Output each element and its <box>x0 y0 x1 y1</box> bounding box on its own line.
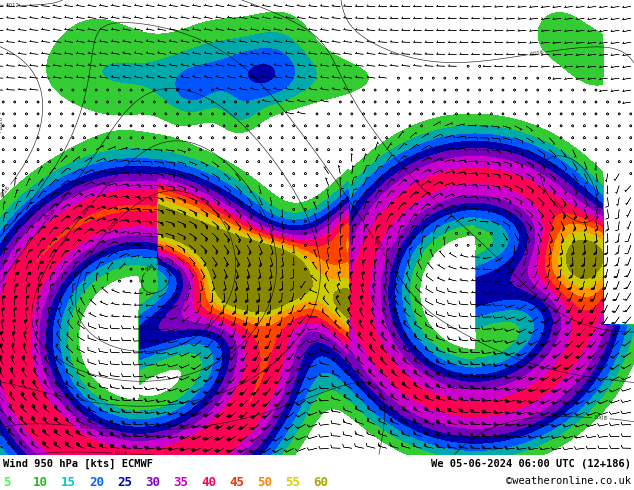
Text: 10: 10 <box>33 476 48 489</box>
Text: 1012: 1012 <box>6 3 20 8</box>
Text: 1016: 1016 <box>530 50 545 57</box>
Text: 1016: 1016 <box>500 261 514 274</box>
Text: 1020: 1020 <box>550 199 563 213</box>
Text: ©weatheronline.co.uk: ©weatheronline.co.uk <box>506 476 631 486</box>
Text: Wind 950 hPa [kts] ECMWF: Wind 950 hPa [kts] ECMWF <box>3 459 153 469</box>
Text: 1020: 1020 <box>0 116 4 130</box>
Text: 40: 40 <box>201 476 216 489</box>
Text: 55: 55 <box>285 476 300 489</box>
Text: 50: 50 <box>257 476 272 489</box>
Text: 1016: 1016 <box>113 451 128 456</box>
Text: 1008: 1008 <box>593 415 608 421</box>
Text: 5: 5 <box>3 476 11 489</box>
Text: 60: 60 <box>313 476 328 489</box>
Text: 1012: 1012 <box>372 238 384 252</box>
Text: We 05-06-2024 06:00 UTC (12+186): We 05-06-2024 06:00 UTC (12+186) <box>431 459 631 469</box>
Text: 996: 996 <box>144 263 155 273</box>
Text: 1012: 1012 <box>79 424 93 430</box>
Text: 20: 20 <box>89 476 104 489</box>
Text: 1000: 1000 <box>107 218 120 232</box>
Text: 30: 30 <box>145 476 160 489</box>
Text: 1004: 1004 <box>81 203 93 217</box>
Text: 1016: 1016 <box>0 185 11 198</box>
Text: 35: 35 <box>173 476 188 489</box>
Text: 1008: 1008 <box>44 208 57 221</box>
Text: 25: 25 <box>117 476 132 489</box>
Text: 15: 15 <box>61 476 76 489</box>
Text: 45: 45 <box>229 476 244 489</box>
